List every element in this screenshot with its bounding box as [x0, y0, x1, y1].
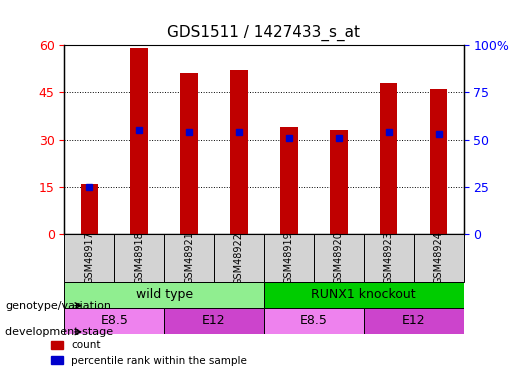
FancyBboxPatch shape — [214, 234, 264, 282]
Text: wild type: wild type — [135, 288, 193, 301]
Text: E8.5: E8.5 — [300, 314, 328, 327]
FancyBboxPatch shape — [314, 234, 364, 282]
FancyBboxPatch shape — [64, 282, 264, 308]
Bar — [280, 127, 298, 234]
Bar — [80, 184, 98, 234]
Bar — [330, 130, 348, 234]
Text: genotype/variation: genotype/variation — [5, 301, 111, 310]
Text: GSM48918: GSM48918 — [134, 232, 144, 284]
Text: GSM48920: GSM48920 — [334, 232, 344, 285]
Text: E8.5: E8.5 — [100, 314, 128, 327]
FancyBboxPatch shape — [414, 234, 464, 282]
Legend: count, percentile rank within the sample: count, percentile rank within the sample — [46, 336, 251, 370]
FancyBboxPatch shape — [364, 308, 464, 334]
Text: GSM48921: GSM48921 — [184, 232, 194, 285]
Text: GSM48922: GSM48922 — [234, 231, 244, 285]
FancyBboxPatch shape — [264, 308, 364, 334]
FancyBboxPatch shape — [264, 234, 314, 282]
Bar — [230, 70, 248, 234]
Text: E12: E12 — [402, 314, 425, 327]
FancyBboxPatch shape — [364, 234, 414, 282]
Text: GSM48919: GSM48919 — [284, 232, 294, 284]
Text: GSM48917: GSM48917 — [84, 232, 94, 285]
Title: GDS1511 / 1427433_s_at: GDS1511 / 1427433_s_at — [167, 25, 360, 41]
Bar — [430, 89, 448, 234]
Text: E12: E12 — [202, 314, 226, 327]
Bar — [130, 48, 148, 234]
Text: RUNX1 knockout: RUNX1 knockout — [312, 288, 416, 301]
FancyBboxPatch shape — [64, 308, 164, 334]
FancyBboxPatch shape — [114, 234, 164, 282]
Text: development stage: development stage — [5, 327, 113, 337]
Text: GSM48923: GSM48923 — [384, 232, 393, 285]
FancyBboxPatch shape — [164, 308, 264, 334]
Text: GSM48924: GSM48924 — [434, 232, 443, 285]
Bar — [380, 83, 398, 234]
FancyBboxPatch shape — [264, 282, 464, 308]
FancyBboxPatch shape — [64, 234, 114, 282]
FancyBboxPatch shape — [164, 234, 214, 282]
Bar — [180, 74, 198, 234]
